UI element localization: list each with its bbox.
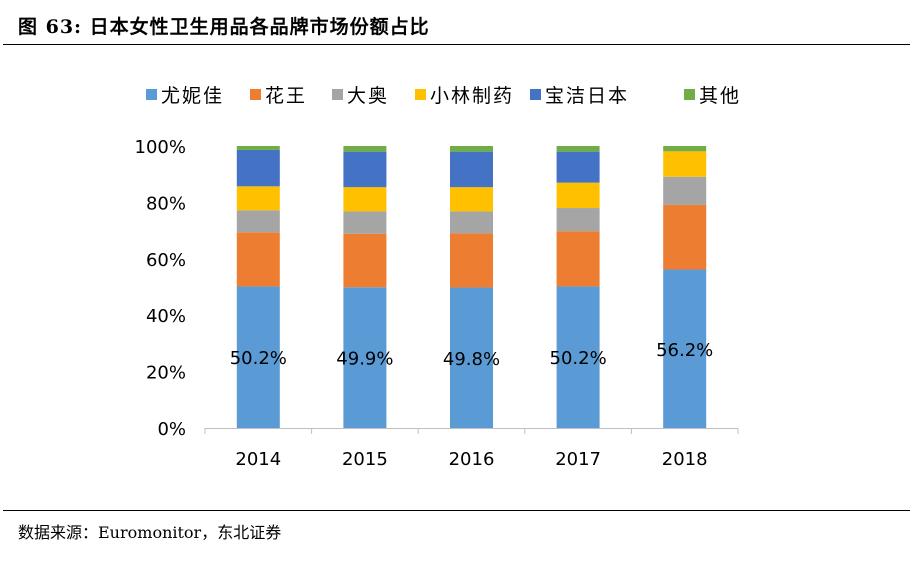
bar-segment-2018-大奥 — [663, 176, 707, 205]
bar-segment-2014-宝洁日本 — [236, 149, 280, 187]
bar-segment-2015-其他 — [343, 146, 387, 152]
bar-segment-2014-大奥 — [236, 210, 280, 233]
legend-swatch — [530, 89, 541, 100]
bar-segment-2018-其他 — [663, 146, 707, 152]
figure-title: 图 63: 日本女性卫生用品各品牌市场份额占比 — [18, 16, 430, 38]
bars: 50.2% 49.9% 49.8% 50.2% 56.2% — [230, 146, 713, 428]
data-label: 49.8% — [443, 349, 500, 370]
legend-swatch — [146, 89, 157, 100]
data-label: 50.2% — [230, 348, 287, 369]
bar-segment-2017-尤妮佳 — [556, 286, 600, 428]
y-tick-label: 60% — [146, 250, 186, 271]
bar-segment-2018-小林制药 — [663, 151, 707, 177]
x-tick-label: 2015 — [342, 449, 388, 470]
bar-segment-2016-小林制药 — [450, 187, 493, 212]
x-tick-label: 2014 — [235, 449, 281, 470]
bar-segment-2017-花王 — [556, 231, 600, 287]
x-tick-label: 2018 — [662, 449, 708, 470]
bar-segment-2015-宝洁日本 — [343, 151, 387, 188]
bar-segment-2014-花王 — [236, 232, 280, 287]
legend-label: 其他 — [699, 85, 741, 107]
bar-segment-2017-大奥 — [556, 208, 600, 232]
bar-segment-2014-小林制药 — [236, 186, 280, 211]
legend-label: 尤妮佳 — [161, 85, 224, 107]
footer-divider — [3, 510, 910, 511]
y-tick-label: 100% — [135, 137, 186, 158]
bar-segment-2016-尤妮佳 — [450, 287, 493, 428]
bar-segment-2015-花王 — [343, 233, 387, 288]
bar-segment-2017-小林制药 — [556, 182, 600, 209]
source-note: 数据来源：Euromonitor，东北证券 — [18, 523, 282, 542]
legend-label: 大奥 — [347, 85, 389, 107]
bar-segment-2017-宝洁日本 — [556, 151, 600, 183]
y-tick-label: 80% — [146, 193, 186, 214]
y-axis: 0% 20% 40% 60% 80% 100% — [135, 137, 186, 440]
legend-swatch — [250, 89, 261, 100]
bar-segment-2015-尤妮佳 — [343, 287, 387, 428]
legend-swatch — [415, 89, 426, 100]
bar-segment-2016-花王 — [450, 233, 493, 288]
data-label: 50.2% — [550, 348, 607, 369]
bar-segment-2018-尤妮佳 — [663, 269, 707, 428]
legend-swatch — [332, 89, 343, 100]
bar-segment-2015-小林制药 — [343, 187, 387, 212]
data-label: 49.9% — [336, 349, 393, 370]
legend: 尤妮佳 花王 大奥 小林制药 宝洁日本 其他 — [146, 85, 741, 107]
bar-segment-2014-其他 — [236, 146, 280, 150]
bar-segment-2016-大奥 — [450, 211, 493, 234]
legend-label: 宝洁日本 — [545, 85, 629, 107]
legend-label: 花王 — [265, 85, 307, 107]
legend-swatch — [684, 89, 695, 100]
y-tick-label: 0% — [157, 419, 186, 440]
bar-segment-2017-其他 — [556, 146, 600, 152]
bar-segment-2014-尤妮佳 — [236, 286, 280, 428]
bar-segment-2016-其他 — [450, 146, 493, 152]
legend-label: 小林制药 — [430, 85, 514, 107]
bar-segment-2016-宝洁日本 — [450, 151, 493, 188]
bar-segment-2015-大奥 — [343, 211, 387, 234]
data-label: 56.2% — [656, 340, 713, 361]
title-divider — [3, 44, 910, 45]
y-tick-label: 40% — [146, 306, 186, 327]
y-tick-label: 20% — [146, 363, 186, 384]
x-tick-label: 2016 — [449, 449, 495, 470]
x-axis: 2014 2015 2016 2017 2018 — [204, 428, 739, 470]
x-tick-label: 2017 — [555, 449, 601, 470]
bar-segment-2018-花王 — [663, 204, 707, 270]
